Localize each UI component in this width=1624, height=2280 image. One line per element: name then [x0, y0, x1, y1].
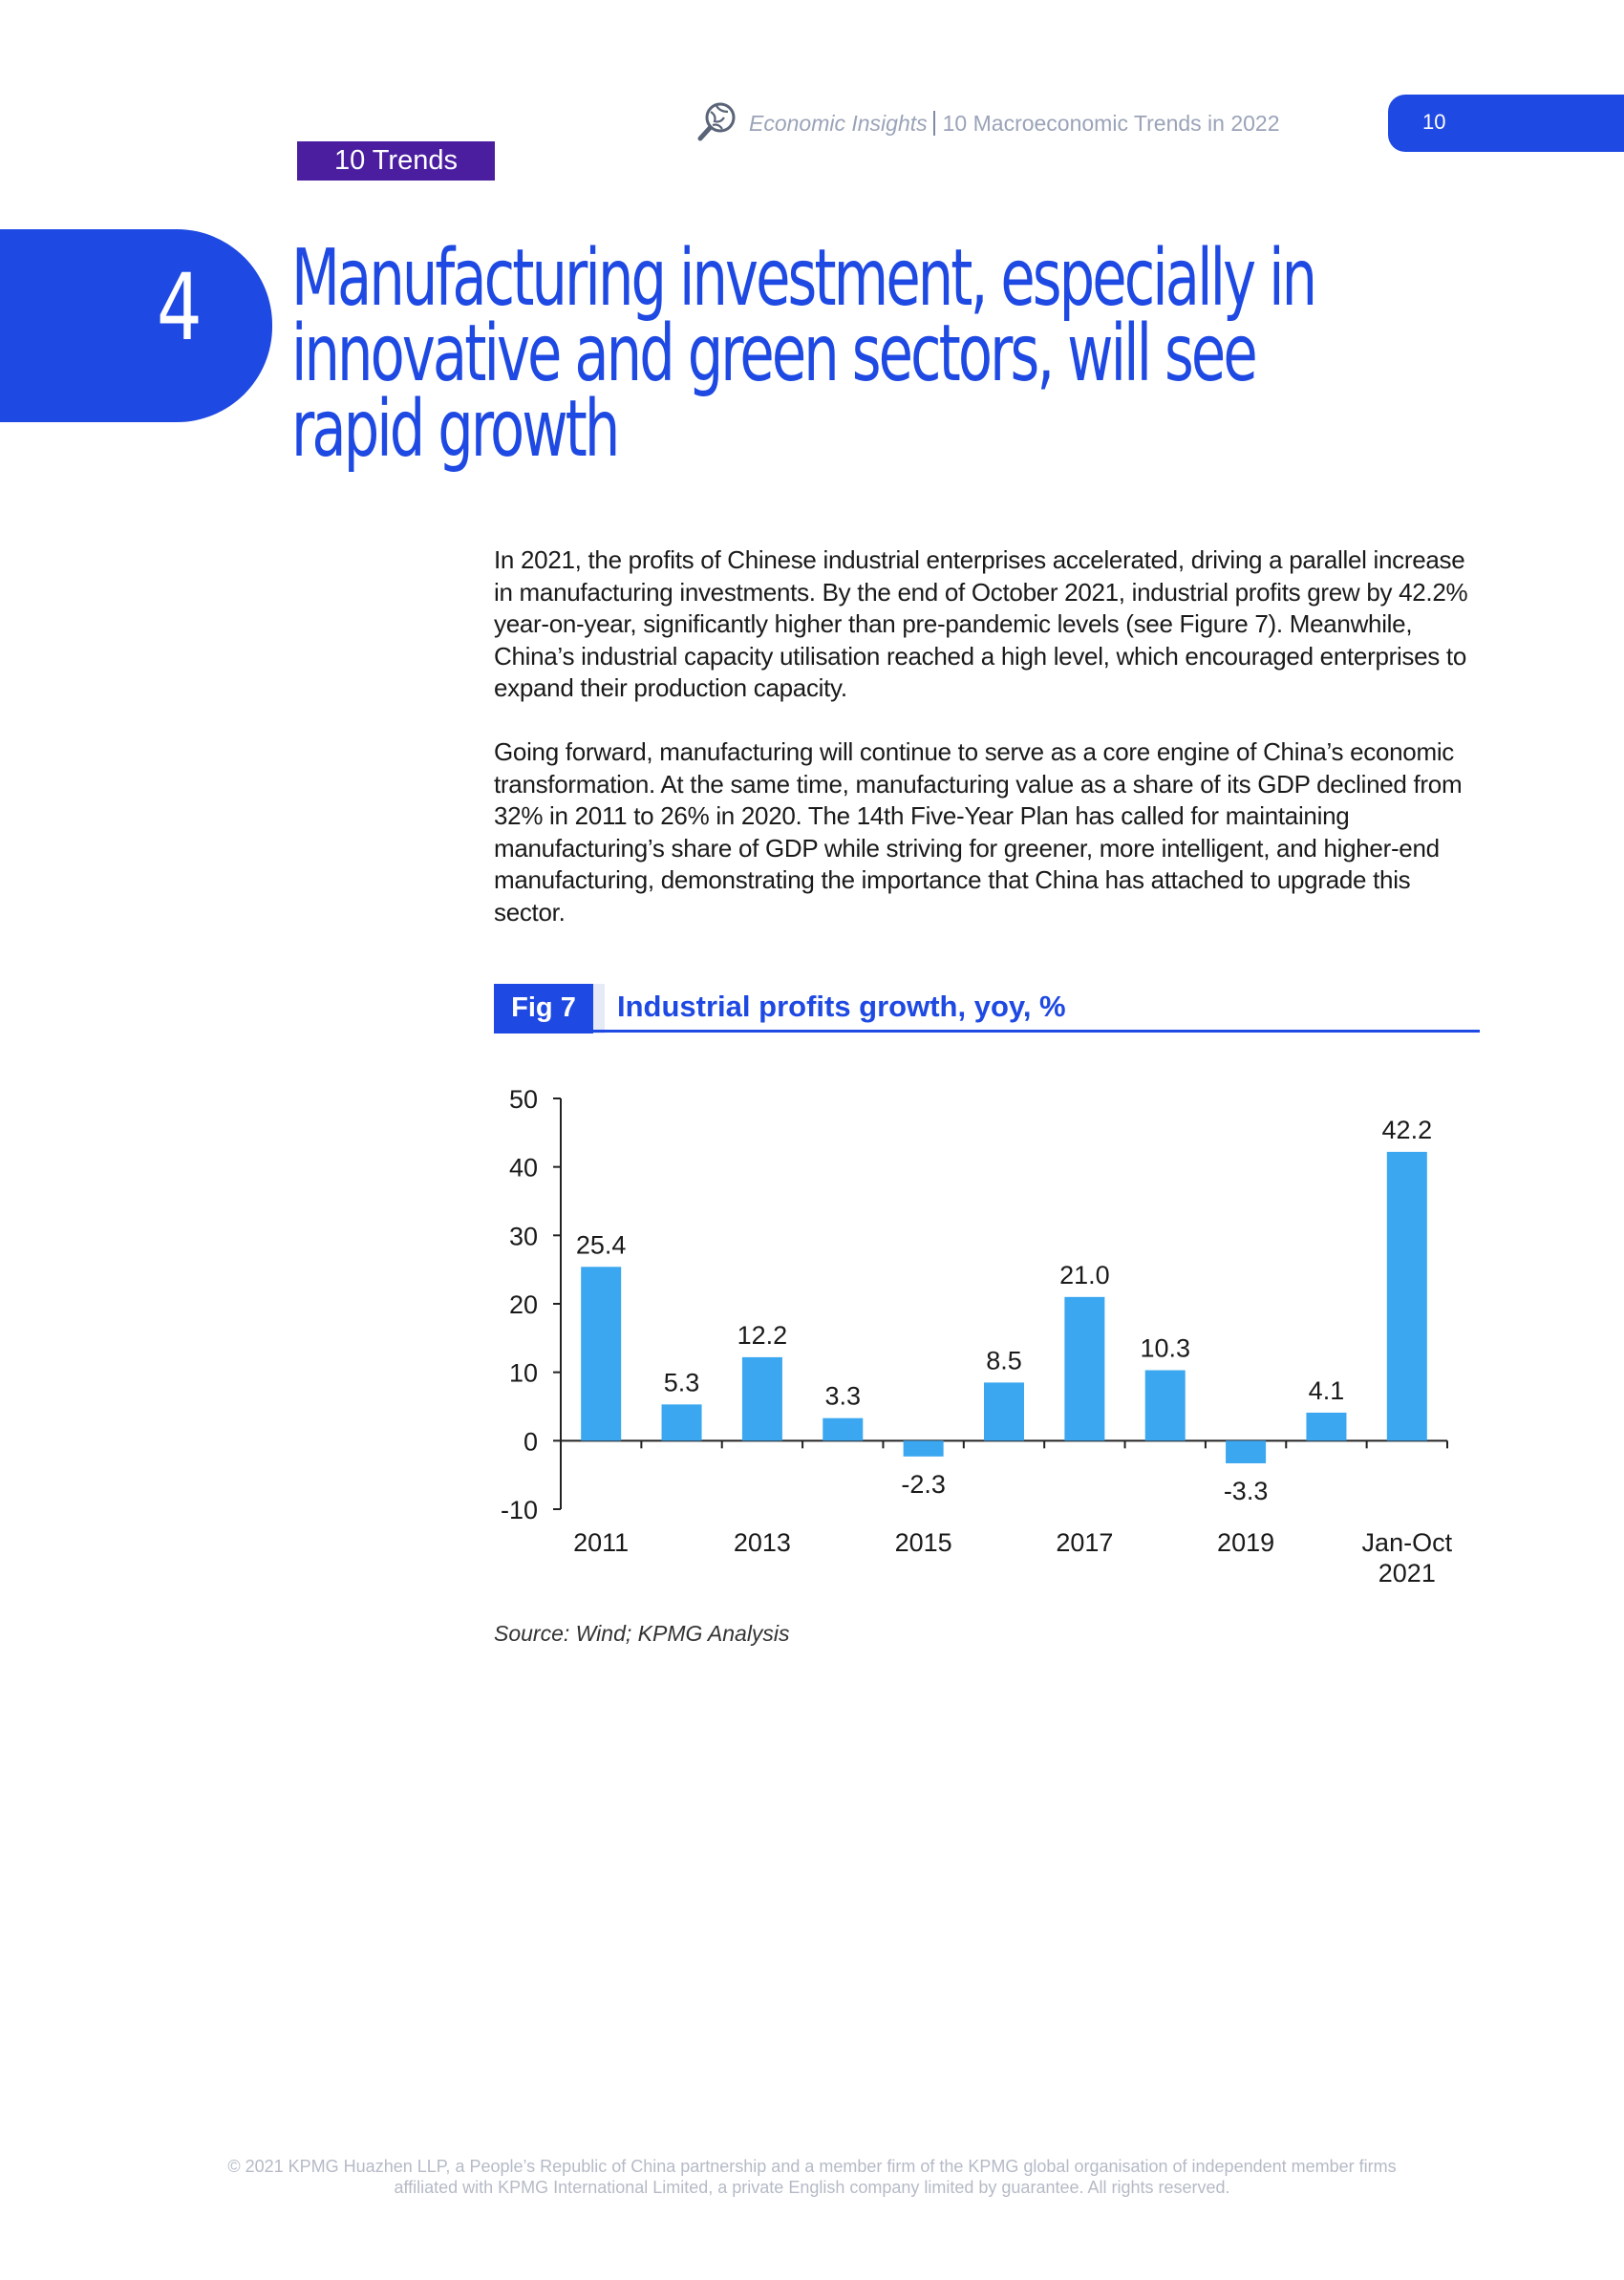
trend-title: Manufacturing investment, especially in …	[291, 233, 1392, 475]
bar	[1144, 1370, 1186, 1441]
bar-value-label: 25.4	[576, 1230, 627, 1259]
bar	[1386, 1151, 1427, 1441]
page-number: 10	[1422, 110, 1446, 134]
bar-value-label: 5.3	[664, 1368, 700, 1396]
trend-title-line: rapid growth	[291, 384, 620, 475]
industrial-profits-bar-chart: 50 40 30 20 10 0 -10 2011 2013 2015 2017 2019 Jan-O…	[501, 1085, 1453, 1587]
figure-title-rule	[494, 1030, 1480, 1033]
bar-value-label: 8.5	[986, 1346, 1022, 1374]
globe-magnifier-icon	[697, 102, 736, 141]
bar	[1226, 1440, 1267, 1463]
x-tick-label: 2015	[895, 1528, 952, 1557]
bars	[581, 1151, 1427, 1463]
bar	[823, 1417, 864, 1441]
copyright-footer: © 2021 KPMG Huazhen LLP, a People’s Repu…	[143, 2156, 1481, 2198]
bar-value-label: 10.3	[1140, 1334, 1190, 1363]
bar	[984, 1382, 1024, 1441]
body-paragraph-2: Going forward, manufacturing will contin…	[494, 737, 1463, 927]
bar-value-label: 4.1	[1309, 1376, 1345, 1405]
header-divider	[932, 111, 935, 136]
figure-label-shade	[593, 984, 605, 1033]
body-paragraph-1: In 2021, the profits of Chinese industri…	[494, 545, 1468, 702]
trend-title-line: Manufacturing investment, especially in	[291, 233, 1317, 324]
y-tick-label: 10	[509, 1359, 538, 1388]
trend-number: 4	[157, 254, 203, 361]
bar-value-label: 3.3	[824, 1382, 861, 1411]
publication-name: Economic Insights	[749, 111, 928, 136]
data-labels: 25.4 5.3 12.2 3.3 -2.3 8.5 21.0 10.3 -3.3 4.1 42.2	[576, 1116, 1432, 1505]
y-axis: 50 40 30 20 10 0 -10	[501, 1085, 562, 1524]
figure-title: Industrial profits growth, yoy, %	[617, 990, 1066, 1023]
bar	[741, 1356, 782, 1441]
bar-value-label: 12.2	[737, 1321, 788, 1350]
x-tick-label: 2017	[1056, 1528, 1113, 1557]
copyright-line-2: affiliated with KPMG International Limit…	[394, 2178, 1230, 2197]
y-tick-label: 30	[509, 1222, 538, 1250]
trend-title-line: innovative and green sectors, will see	[291, 309, 1258, 399]
bar	[661, 1404, 702, 1441]
running-header: Economic Insights 10 Macroeconomic Trends…	[749, 111, 1280, 137]
x-tick-label: 2019	[1217, 1528, 1274, 1557]
bar	[1064, 1296, 1105, 1441]
figure-label: Fig 7	[494, 984, 593, 1033]
y-tick-label: 40	[509, 1154, 538, 1183]
x-tick-label: 2013	[734, 1528, 791, 1557]
trend-number-block: 4	[0, 229, 272, 422]
x-axis: 2011 2013 2015 2017 2019 Jan-Oct 2021	[560, 1439, 1453, 1587]
bar-value-label: 42.2	[1382, 1116, 1433, 1144]
section-tag: 10 Trends	[297, 141, 495, 181]
bar-value-label: -3.3	[1224, 1477, 1269, 1505]
bar	[903, 1440, 944, 1457]
page-number-tab: 10	[1388, 95, 1624, 152]
y-tick-label: 0	[524, 1427, 538, 1456]
report-title: 10 Macroeconomic Trends in 2022	[942, 111, 1280, 136]
y-tick-label: -10	[501, 1496, 538, 1524]
copyright-line-1: © 2021 KPMG Huazhen LLP, a People’s Repu…	[227, 2157, 1397, 2176]
y-tick-label: 20	[509, 1290, 538, 1319]
bar-value-label: -2.3	[901, 1470, 946, 1499]
bar	[581, 1267, 622, 1441]
y-tick-label: 50	[509, 1085, 538, 1114]
x-tick-label: 2011	[573, 1528, 629, 1557]
x-tick-label: Jan-Oct 2021	[1362, 1528, 1453, 1587]
bar-value-label: 21.0	[1059, 1261, 1110, 1289]
figure-source: Source: Wind; KPMG Analysis	[494, 1621, 790, 1646]
bar	[1306, 1412, 1347, 1441]
